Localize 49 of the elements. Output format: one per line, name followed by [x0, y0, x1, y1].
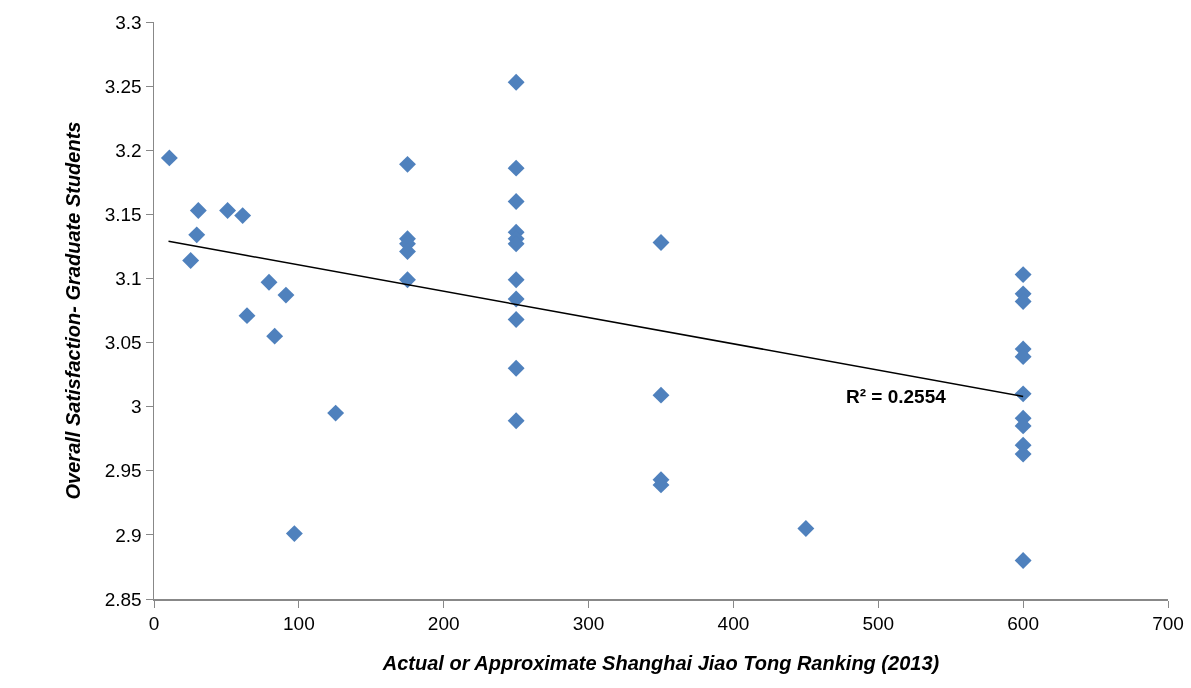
- point: [1014, 385, 1032, 403]
- point: [234, 207, 252, 225]
- annotation: R² = 0.2554: [846, 386, 947, 407]
- x-tick-label: 700: [1152, 613, 1184, 635]
- point: [160, 149, 178, 167]
- point: [266, 327, 284, 345]
- y-tick-label: 2.95: [104, 460, 142, 482]
- point: [1014, 266, 1032, 284]
- x-tick-label: 500: [862, 613, 895, 635]
- x-axis-title: Actual or Approximate Shanghai Jiao Tong Ranking (2013): [381, 651, 940, 674]
- point: [507, 412, 525, 430]
- y-tick-label: 3.2: [115, 139, 142, 161]
- x-tick-label: 100: [283, 613, 315, 635]
- point: [507, 290, 525, 308]
- point: [797, 520, 815, 537]
- point: [652, 234, 670, 251]
- point: [182, 252, 200, 269]
- point: [507, 73, 525, 91]
- y-tick-label: 3.25: [104, 75, 142, 97]
- y-axis-title: Overall Satisfaction- Graduate Students: [62, 121, 85, 500]
- y-tick-label: 3.15: [104, 203, 142, 225]
- point: [188, 226, 206, 244]
- x-tick-label: 400: [717, 613, 750, 635]
- point: [507, 159, 525, 177]
- point: [507, 359, 525, 377]
- x-tick-label: 0: [148, 613, 160, 635]
- point: [219, 202, 237, 219]
- y-tick-label: 2.9: [115, 524, 142, 546]
- point: [327, 404, 345, 422]
- point: [189, 202, 207, 219]
- point: [507, 271, 525, 289]
- point: [1014, 552, 1032, 569]
- x-tick-label: 300: [572, 613, 605, 635]
- point: [507, 193, 525, 210]
- y-tick-label: 3.1: [115, 268, 142, 290]
- y-tick-label: 3.05: [104, 332, 142, 354]
- x-tick-label: 600: [1007, 613, 1039, 635]
- point: [507, 311, 525, 328]
- x-tick-label: 200: [427, 613, 460, 635]
- y-tick-label: 2.85: [104, 588, 142, 610]
- point: [260, 273, 278, 291]
- point: [277, 286, 295, 304]
- point: [238, 307, 256, 325]
- point: [399, 271, 416, 289]
- y-tick-label: 3.3: [115, 11, 142, 33]
- point: [285, 525, 303, 543]
- point: [399, 155, 416, 173]
- point: [652, 386, 670, 404]
- y-tick-label: 3: [131, 396, 142, 418]
